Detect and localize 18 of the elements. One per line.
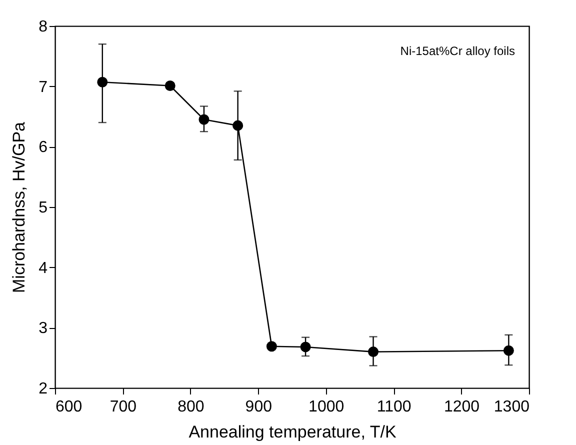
y-tick-label: 2	[38, 380, 48, 398]
y-tick-label: 6	[38, 139, 48, 156]
annotation: Ni-15at%Cr alloy foils	[400, 44, 515, 58]
x-tick-label: 1300	[494, 398, 530, 416]
x-tick-label: 1100	[376, 398, 412, 416]
x-tick-label: 1200	[444, 398, 480, 416]
x-tick-label: 900	[245, 398, 272, 416]
x-tick-label: 700	[110, 398, 137, 416]
x-axis-title: Annealing temperature, T/K	[188, 422, 397, 442]
y-tick-label: 4	[38, 260, 48, 277]
y-axis-title: Microhardnss, Hv/GPa	[10, 121, 29, 293]
y-tick-label: 8	[38, 18, 48, 36]
x-tick-label: 600	[56, 398, 82, 416]
y-tick-label: 3	[38, 320, 48, 338]
x-tick-label: 800	[178, 398, 204, 416]
x-tick-label: 1000	[308, 398, 344, 416]
y-tick-label: 5	[38, 200, 48, 216]
y-tick-label: 7	[38, 78, 48, 96]
